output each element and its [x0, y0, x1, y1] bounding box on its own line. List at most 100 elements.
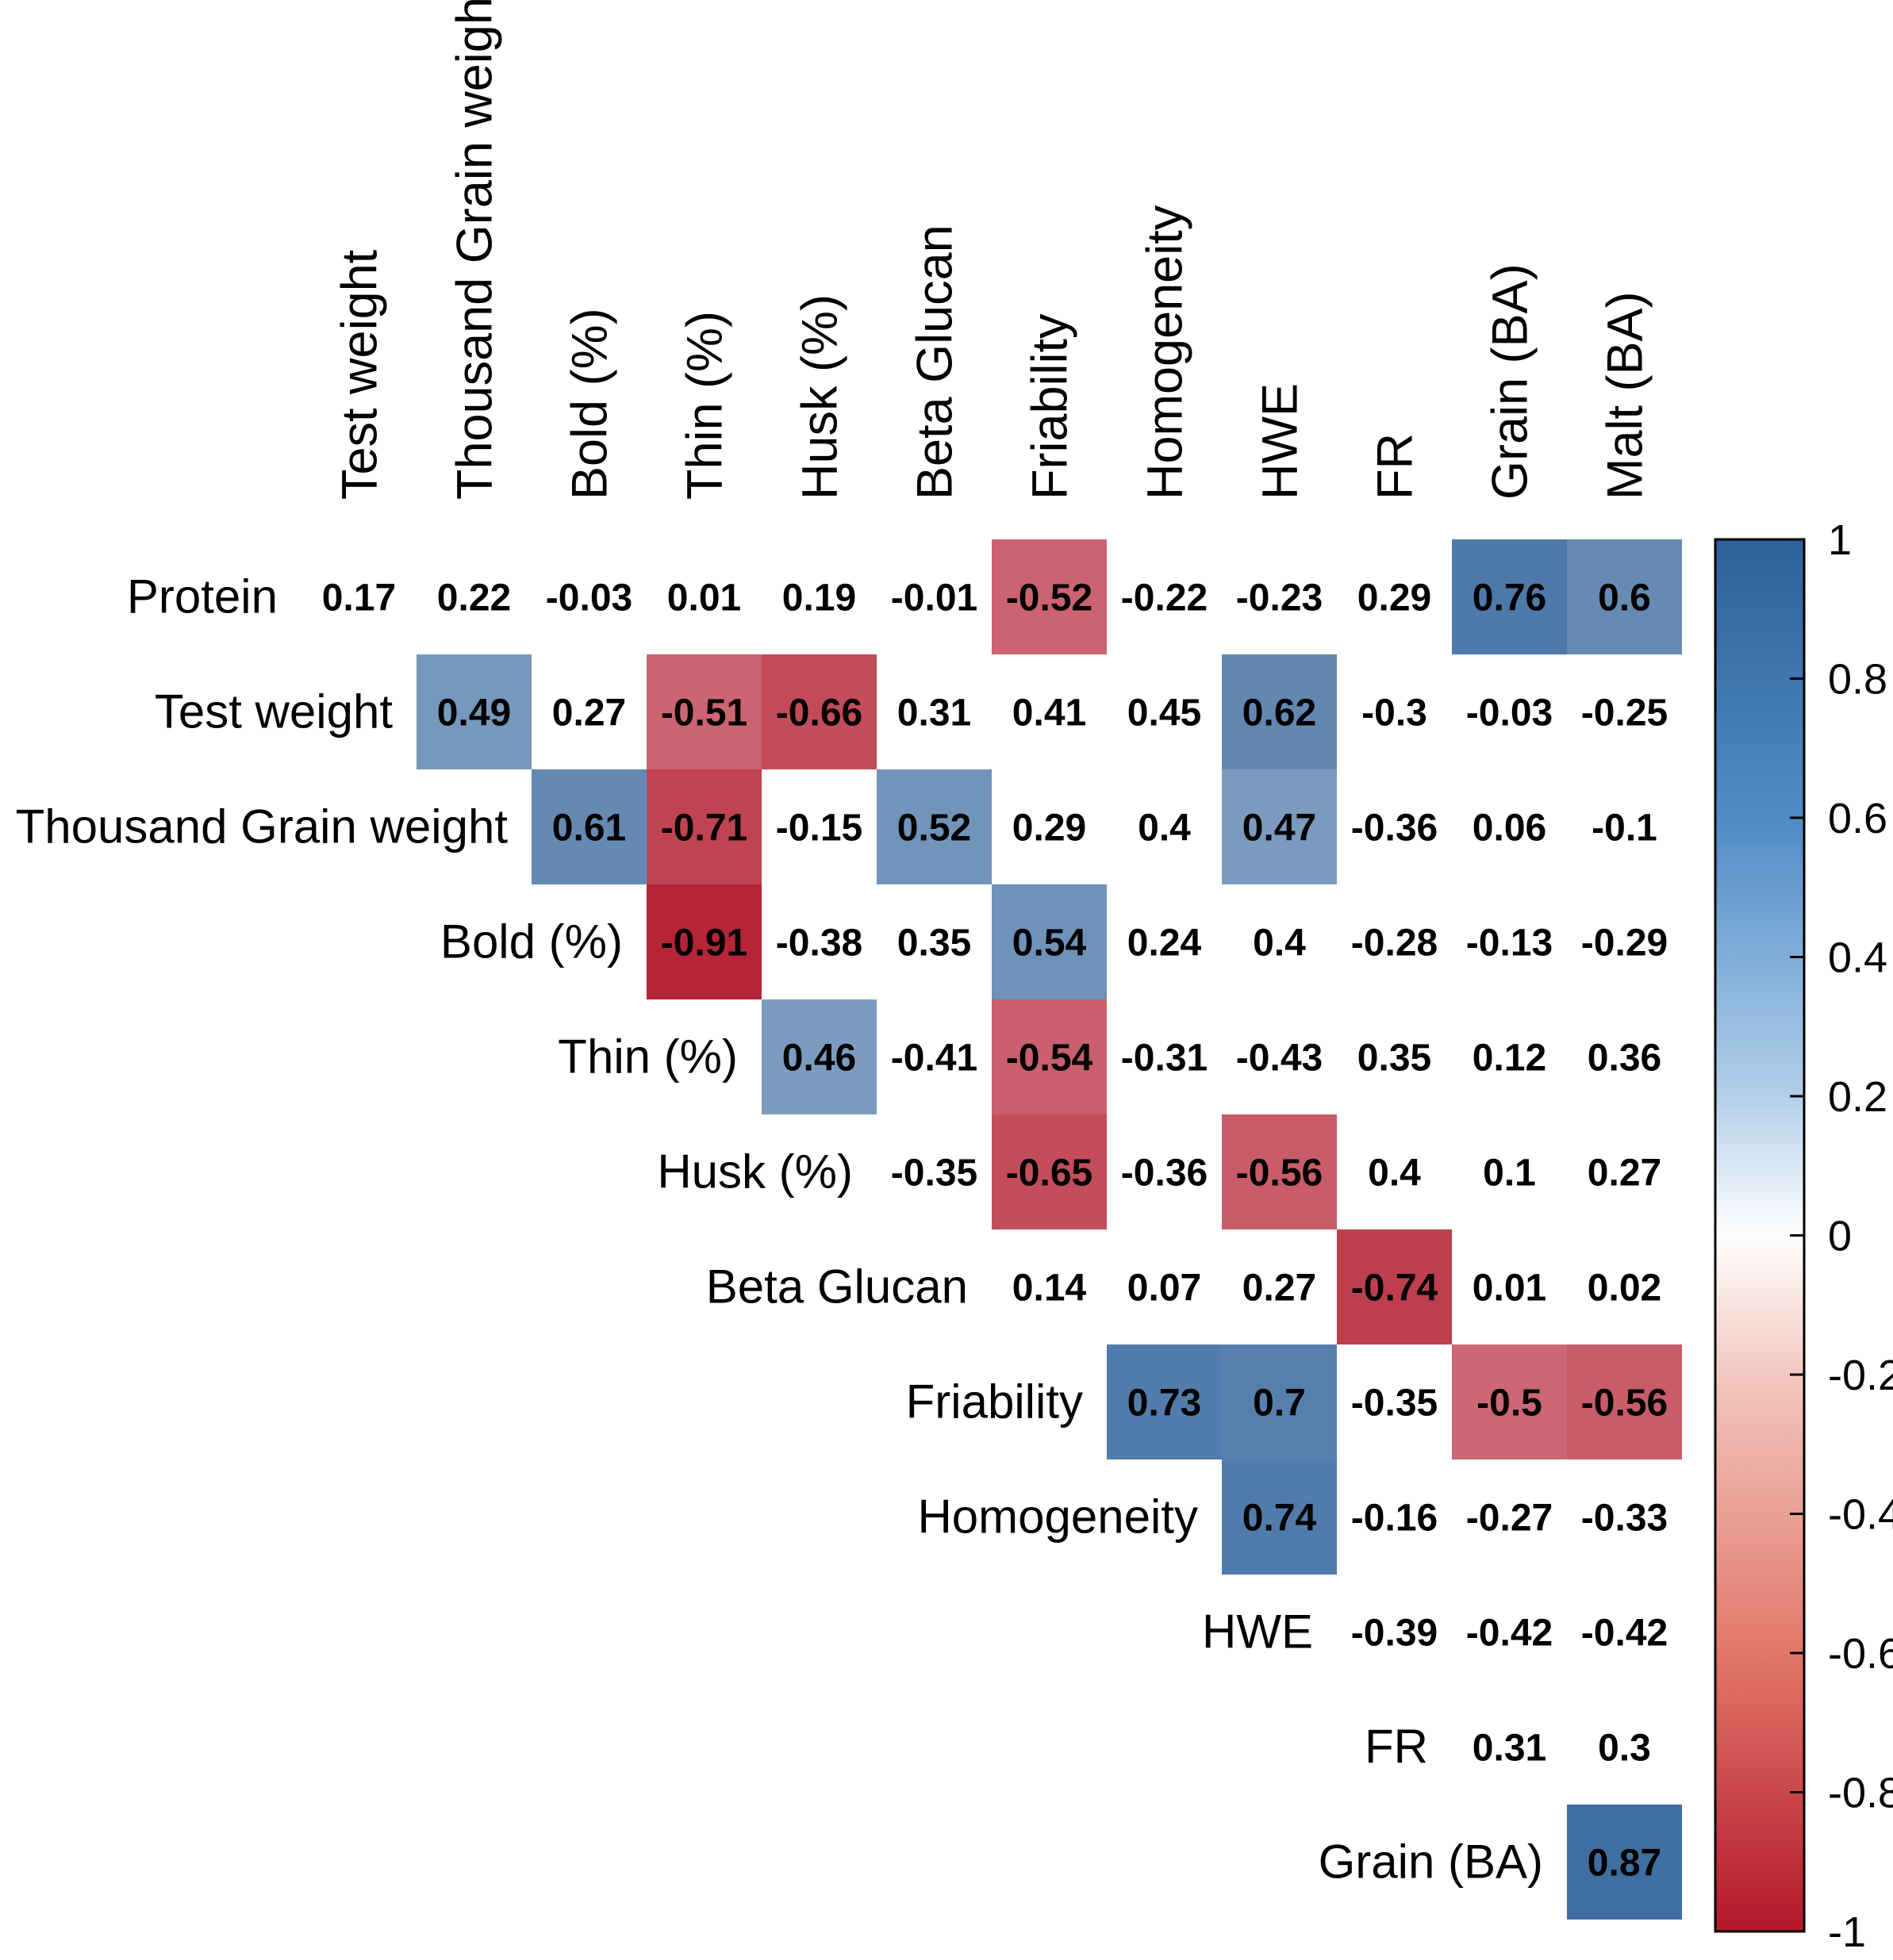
cell-value-label: -0.91 — [661, 922, 747, 965]
heatmap-cell — [1222, 654, 1337, 769]
legend-tick-label: 0 — [1828, 1213, 1852, 1260]
cell-value-label: 0.4 — [1138, 807, 1191, 850]
cell-value-label: -0.1 — [1592, 807, 1657, 850]
cell-value-label: -0.65 — [1006, 1153, 1092, 1195]
cell-value-label: 0.1 — [1483, 1153, 1536, 1195]
heatmap-cell — [647, 884, 762, 999]
cell-value-label: 0.24 — [1127, 922, 1202, 965]
heatmap-cell — [1337, 1229, 1452, 1344]
column-label: Test weight — [332, 249, 388, 500]
cell-value-label: 0.73 — [1127, 1383, 1201, 1425]
heatmap-cell — [1222, 1114, 1337, 1229]
cell-value-label: 0.3 — [1598, 1728, 1651, 1770]
cell-value-label: 0.7 — [1253, 1383, 1306, 1425]
cell-value-label: 0.29 — [1357, 577, 1431, 619]
cell-value-label: 0.41 — [1012, 692, 1086, 735]
row-label: Test weight — [155, 685, 393, 738]
heatmap-cell — [992, 999, 1107, 1114]
column-label: Homogeneity — [1138, 205, 1193, 500]
cell-value-label: 0.35 — [1357, 1038, 1431, 1080]
heatmap-cell — [1567, 1805, 1682, 1920]
column-label: Thousand Grain weight — [447, 0, 503, 500]
row-label: Beta Glucan — [706, 1260, 968, 1314]
cell-value-label: 0.31 — [1473, 1728, 1546, 1770]
row-label: Bold (%) — [440, 915, 623, 968]
heatmap-cell — [877, 769, 992, 884]
cell-value-label: -0.25 — [1581, 692, 1668, 735]
cell-value-label: -0.13 — [1466, 922, 1553, 965]
column-label: Beta Glucan — [908, 224, 963, 500]
cell-value-label: 0.4 — [1253, 922, 1306, 965]
cell-value-label: -0.03 — [1466, 692, 1553, 735]
legend-tick-label: -0.2 — [1828, 1352, 1893, 1399]
cell-value-label: 0.62 — [1242, 692, 1316, 735]
legend-tick-label: -0.6 — [1828, 1630, 1893, 1678]
legend-colorbar — [1714, 538, 1806, 1933]
cell-value-label: -0.39 — [1351, 1613, 1438, 1655]
cell-value-label: 0.87 — [1588, 1843, 1661, 1885]
cell-value-label: 0.27 — [1242, 1268, 1316, 1310]
cell-value-label: 0.49 — [437, 692, 511, 735]
legend-tick-label: 0.8 — [1828, 656, 1887, 704]
cell-value-label: -0.71 — [661, 807, 747, 850]
column-label: HWE — [1253, 383, 1308, 500]
column-label: FR — [1368, 433, 1423, 500]
cell-value-label: -0.22 — [1121, 577, 1208, 619]
cell-value-label: -0.36 — [1121, 1153, 1208, 1195]
cell-value-label: -0.16 — [1351, 1498, 1438, 1540]
cell-value-label: -0.29 — [1581, 922, 1668, 965]
heatmap-cell — [417, 654, 532, 769]
cell-value-label: 0.27 — [1588, 1153, 1661, 1195]
legend-tick-label: 1 — [1828, 516, 1852, 564]
cell-value-label: -0.15 — [776, 807, 862, 850]
cell-value-label: -0.5 — [1476, 1383, 1542, 1425]
cell-value-label: 0.12 — [1473, 1038, 1546, 1080]
cell-value-label: 0.6 — [1598, 577, 1651, 619]
cell-value-label: 0.4 — [1368, 1153, 1421, 1195]
cell-value-label: -0.66 — [776, 692, 862, 735]
cell-value-label: -0.31 — [1121, 1038, 1208, 1080]
cell-value-label: -0.03 — [546, 577, 632, 619]
cell-value-label: 0.45 — [1127, 692, 1201, 735]
cell-value-label: -0.43 — [1236, 1038, 1323, 1080]
cell-value-label: 0.14 — [1012, 1268, 1087, 1310]
row-label: Thousand Grain weight — [16, 800, 509, 853]
row-label: Homogeneity — [917, 1490, 1198, 1544]
heatmap-value-labels: 0.17 0.22 -0.03 0.01 0.19 -0.01 -0.52 -0.22 -0.2… — [322, 577, 1668, 1885]
column-label: Malt (BA) — [1598, 291, 1653, 500]
cell-value-label: -0.27 — [1466, 1498, 1553, 1540]
row-label: Protein — [127, 570, 278, 623]
row-label: HWE — [1202, 1605, 1313, 1659]
column-label: Grain (BA) — [1483, 263, 1538, 500]
cell-value-label: 0.74 — [1242, 1498, 1317, 1540]
legend-tick-label: 0.4 — [1828, 934, 1887, 982]
cell-value-label: -0.41 — [891, 1038, 977, 1080]
heatmap-cell — [992, 884, 1107, 999]
cell-value-label: 0.27 — [552, 692, 626, 735]
cell-value-label: -0.36 — [1351, 807, 1438, 850]
cell-value-label: 0.06 — [1473, 807, 1546, 850]
cell-value-label: -0.42 — [1466, 1613, 1553, 1655]
row-label: Husk (%) — [657, 1145, 853, 1199]
cell-value-label: 0.35 — [897, 922, 971, 965]
cell-value-label: -0.56 — [1236, 1153, 1323, 1195]
cell-value-label: 0.47 — [1242, 807, 1316, 850]
cell-value-label: 0.01 — [1473, 1268, 1546, 1310]
cell-value-label: -0.38 — [776, 922, 862, 965]
color-legend: 1 0.8 0.6 0.4 0.2 0 -0.2 -0.4 -0.6 -0.8 -1 — [1714, 516, 1893, 1956]
cell-value-label: -0.35 — [1351, 1383, 1438, 1425]
heatmap-cells — [417, 539, 1682, 1920]
cell-value-label: -0.3 — [1361, 692, 1427, 735]
cell-value-label: -0.28 — [1351, 922, 1438, 965]
row-label: FR — [1365, 1720, 1428, 1774]
cell-value-label: 0.22 — [437, 577, 511, 619]
heatmap-cell — [1222, 769, 1337, 884]
cell-value-label: -0.01 — [891, 577, 977, 619]
heatmap-cell — [1452, 539, 1567, 654]
cell-value-label: 0.36 — [1588, 1038, 1661, 1080]
legend-tick-label: 0.2 — [1828, 1073, 1887, 1121]
cell-value-label: -0.51 — [661, 692, 747, 735]
cell-value-label: -0.74 — [1351, 1268, 1438, 1310]
heatmap-cell — [992, 1114, 1107, 1229]
